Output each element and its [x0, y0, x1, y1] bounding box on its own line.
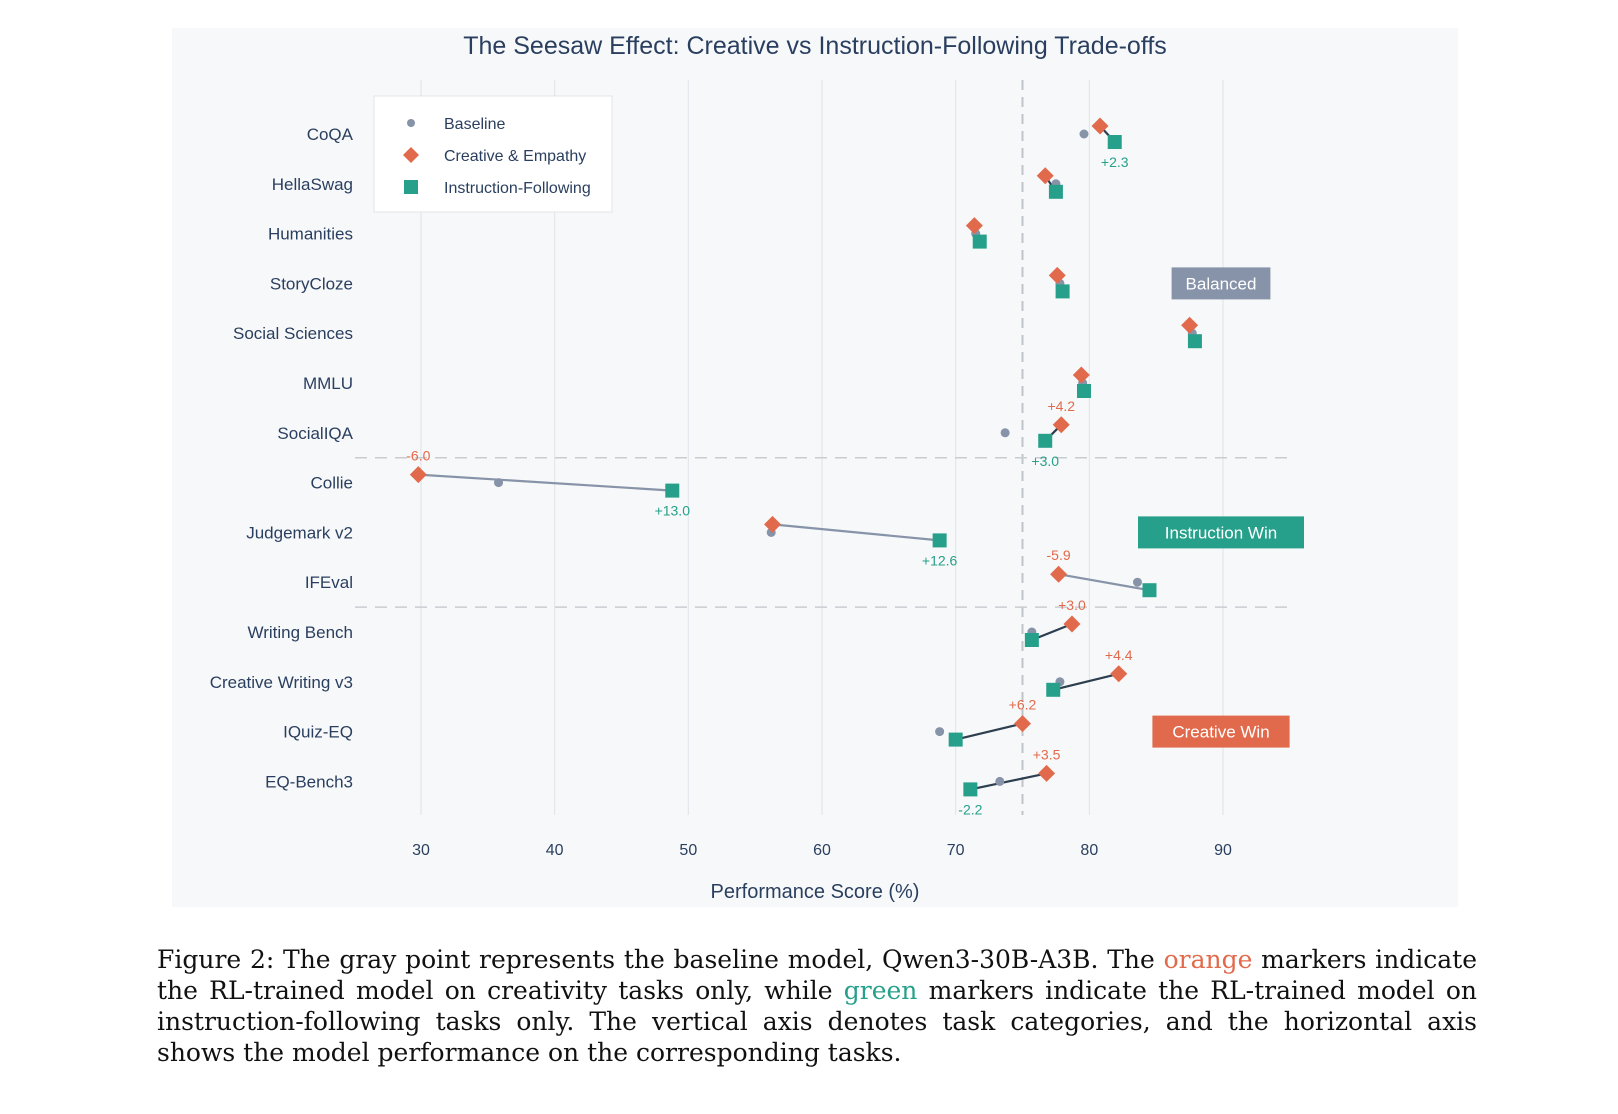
- caption-part-1: Figure 2: The gray point represents the …: [157, 945, 1164, 974]
- baseline-point-iquiz-eq: [935, 727, 945, 737]
- creative-diamond-humanities: [965, 217, 983, 235]
- connector-line-ifeval: [1058, 573, 1150, 592]
- baseline-point-eq-bench3: [995, 776, 1005, 786]
- creative-diamond-writing-bench: [1063, 615, 1081, 633]
- instruction-square-social-sciences: [1187, 334, 1202, 349]
- creative-diamond-creative-writing-v3: [1110, 665, 1128, 683]
- y-category-label-hellaswag: HellaSwag: [272, 175, 353, 194]
- y-category-label-social-sciences: Social Sciences: [233, 324, 353, 343]
- legend-label-creative-empathy: Creative & Empathy: [444, 148, 586, 165]
- region-label-box-creative-win: [1152, 715, 1290, 748]
- y-category-label-iquiz-eq: IQuiz-EQ: [283, 723, 353, 742]
- figure-caption: Figure 2: The gray point represents the …: [157, 944, 1477, 1068]
- y-category-label-coqa: CoQA: [307, 125, 354, 144]
- x-tick-label-40: 40: [546, 842, 564, 859]
- x-tick-label-70: 70: [947, 842, 965, 859]
- region-label-box-balanced: [1171, 267, 1271, 300]
- creative-diamond-social-sciences: [1181, 316, 1199, 334]
- creative-diamond-ifeval: [1050, 565, 1068, 583]
- delta-annotation-eq-bench3-creative-empathy: +3.5: [1033, 746, 1061, 762]
- creative-diamond-mmlu: [1072, 366, 1090, 384]
- x-tick-label-50: 50: [679, 842, 697, 859]
- delta-annotation-socialiqa-instruction-following: +3.0: [1031, 453, 1059, 469]
- delta-annotation-collie-creative-empathy: -6.0: [406, 448, 430, 464]
- delta-annotation-ifeval-creative-empathy: -5.9: [1047, 547, 1071, 563]
- region-label-instruction-win: Instruction Win: [1165, 523, 1277, 542]
- instruction-square-socialiqa: [1038, 433, 1053, 448]
- y-category-label-writing-bench: Writing Bench: [247, 623, 353, 642]
- connector-line-creative-writing-v3: [1052, 672, 1120, 691]
- caption-part-2: markers indicate the RL-trained model on…: [157, 945, 1478, 1005]
- chart-title: The Seesaw Effect: Creative vs Instructi…: [463, 32, 1167, 60]
- delta-annotation-iquiz-eq-creative-empathy: +6.2: [1009, 697, 1037, 713]
- baseline-point-socialiqa: [1000, 428, 1010, 438]
- y-category-label-socialiqa: SocialIQA: [277, 424, 353, 443]
- caption-part-3: markers indicate the RL-trained model on…: [157, 976, 1477, 1067]
- creative-diamond-eq-bench3: [1038, 764, 1056, 782]
- connector-line-judgemark-v2: [772, 523, 940, 542]
- delta-annotation-eq-bench3-instruction-following: -2.2: [958, 801, 982, 817]
- connector-line-iquiz-eq: [955, 722, 1023, 741]
- creative-diamond-socialiqa: [1052, 416, 1070, 434]
- baseline-point-collie: [494, 478, 504, 488]
- y-category-label-humanities: Humanities: [268, 225, 353, 244]
- legend-label-instruction-following: Instruction-Following: [444, 180, 591, 197]
- x-tick-label-30: 30: [412, 842, 430, 859]
- baseline-point-ifeval: [1132, 577, 1142, 587]
- y-category-label-ifeval: IFEval: [305, 573, 353, 592]
- creative-diamond-collie: [409, 466, 427, 484]
- instruction-square-iquiz-eq: [948, 732, 963, 747]
- y-category-label-storycloze: StoryCloze: [270, 274, 353, 293]
- delta-annotation-writing-bench-creative-empathy: +3.0: [1058, 597, 1086, 613]
- instruction-square-hellaswag: [1048, 184, 1063, 199]
- x-tick-label-90: 90: [1214, 842, 1232, 859]
- delta-annotation-judgemark-v2-instruction-following: +12.6: [922, 552, 958, 568]
- instruction-square-mmlu: [1076, 384, 1091, 398]
- region-label-balanced: Balanced: [1186, 274, 1257, 293]
- instruction-square-coqa: [1107, 135, 1122, 149]
- instruction-square-ifeval: [1142, 583, 1157, 598]
- creative-diamond-storycloze: [1048, 266, 1066, 284]
- delta-annotation-collie-instruction-following: +13.0: [655, 503, 691, 519]
- x-tick-label-60: 60: [813, 842, 831, 859]
- x-axis-title: Performance Score (%): [711, 881, 920, 903]
- creative-diamond-iquiz-eq: [1014, 715, 1031, 733]
- y-category-label-eq-bench3: EQ-Bench3: [265, 772, 353, 791]
- legend-marker-baseline: [407, 119, 415, 127]
- caption-orange-word: orange: [1163, 945, 1253, 974]
- caption-green-word: green: [843, 976, 918, 1005]
- creative-diamond-coqa: [1091, 117, 1109, 135]
- seesaw-chart: 30 40 50 60 70 80 90 CoQA HellaSwag Humanities Sto…: [210, 32, 1304, 903]
- connector-line-collie: [418, 473, 673, 492]
- instruction-square-writing-bench: [1024, 633, 1039, 647]
- x-tick-label-80: 80: [1080, 842, 1098, 859]
- creative-diamond-hellaswag: [1036, 167, 1054, 185]
- y-category-label-mmlu: MMLU: [303, 374, 353, 393]
- delta-annotation-creative-writing-v3-creative-empathy: +4.4: [1105, 647, 1133, 663]
- legend-marker-creative: [403, 147, 419, 163]
- delta-annotation-coqa-instruction-following: +2.3: [1101, 154, 1129, 170]
- y-category-label-collie: Collie: [310, 474, 353, 493]
- y-category-label-judgemark-v2: Judgemark v2: [246, 523, 353, 542]
- instruction-square-humanities: [972, 234, 987, 249]
- baseline-point-coqa: [1079, 129, 1089, 139]
- legend-label-baseline: Baseline: [444, 116, 505, 133]
- instruction-square-collie: [665, 483, 680, 498]
- y-category-label-creative-writing-v3: Creative Writing v3: [210, 673, 353, 692]
- instruction-square-judgemark-v2: [932, 533, 947, 548]
- creative-diamond-judgemark-v2: [764, 515, 782, 533]
- region-label-box-instruction-win: [1138, 516, 1304, 549]
- instruction-square-creative-writing-v3: [1046, 682, 1061, 697]
- legend-marker-instruction: [404, 180, 418, 194]
- instruction-square-storycloze: [1055, 284, 1070, 299]
- region-label-creative-win: Creative Win: [1172, 723, 1269, 742]
- delta-annotation-socialiqa-creative-empathy: +4.2: [1047, 398, 1075, 414]
- instruction-square-eq-bench3: [963, 782, 978, 797]
- connector-line-eq-bench3: [970, 772, 1047, 791]
